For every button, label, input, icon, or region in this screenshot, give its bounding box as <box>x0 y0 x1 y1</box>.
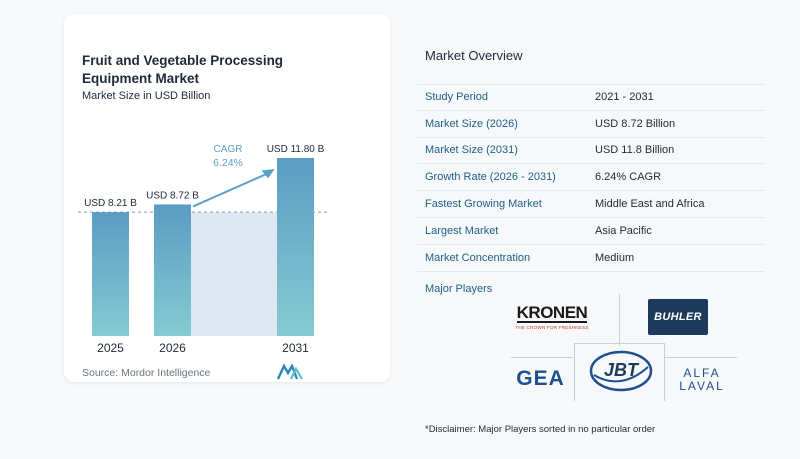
overview-value: Medium <box>595 251 635 264</box>
jbt-logo: JBT <box>582 345 660 397</box>
disclaimer: *Disclaimer: Major Players sorted in no … <box>425 424 656 435</box>
overview-title: Market Overview <box>425 48 523 63</box>
overview-row: Largest Market Asia Pacific <box>417 218 764 245</box>
divider <box>664 343 665 401</box>
players-title: Major Players <box>425 283 493 295</box>
divider <box>574 343 665 344</box>
overview-label: Study Period <box>425 91 488 104</box>
overview-row: Market Size (2031) USD 11.8 Billion <box>417 138 764 165</box>
overview-value: USD 8.72 Billion <box>595 117 676 130</box>
buhler-logo: BUHLER <box>648 299 708 335</box>
alfa-line1: ALFA <box>683 366 721 380</box>
divider <box>619 294 620 346</box>
overview-row: Growth Rate (2026 - 2031) 6.24% CAGR <box>417 164 764 192</box>
divider <box>574 343 575 401</box>
jbt-name: JBT <box>604 360 639 380</box>
alfa-laval-logo: ALFA LAVAL <box>672 364 732 396</box>
overview-row: Study Period 2021 - 2031 <box>417 84 764 111</box>
overview-label: Market Size (2026) <box>425 117 518 130</box>
overview-label: Largest Market <box>425 224 499 237</box>
chart-title: Fruit and Vegetable Processing Equipment… <box>82 53 284 86</box>
overview-row: Market Concentration Medium <box>417 245 764 272</box>
overview-value: 6.24% CAGR <box>595 171 662 184</box>
overview-value: USD 11.8 Billion <box>595 144 675 157</box>
chart-subtitle: Market Size in USD Billion <box>82 90 211 102</box>
gea-logo: GEA <box>513 366 568 392</box>
mordor-logo-icon <box>277 364 303 380</box>
overview-row: Fastest Growing Market Middle East and Af… <box>417 191 764 218</box>
overview-label: Market Concentration <box>425 251 531 264</box>
overview-label: Market Size (2031) <box>425 144 518 157</box>
divider <box>665 357 737 358</box>
overview-label: Growth Rate (2026 - 2031) <box>425 171 556 184</box>
overview-table: Study Period 2021 - 2031 Market Size (2026… <box>417 84 764 272</box>
overview-value: 2021 - 2031 <box>595 91 654 104</box>
alfa-line2: LAVAL <box>679 379 725 393</box>
overview-value: Asia Pacific <box>595 224 652 237</box>
overview-row: Market Size (2026) USD 8.72 Billion <box>417 111 764 138</box>
gea-name: GEA <box>516 367 565 390</box>
kronen-tagline: THE CROWN FOR FRESHNESS <box>515 325 589 330</box>
buhler-name: BUHLER <box>654 311 702 323</box>
kronen-name: KRONEN <box>516 303 588 323</box>
source-note: Source: Mordor Intelligence <box>82 367 211 379</box>
divider <box>511 357 573 358</box>
overview-value: Middle East and Africa <box>595 198 705 211</box>
jbt-emblem-icon <box>589 350 653 392</box>
overview-label: Fastest Growing Market <box>425 198 542 211</box>
kronen-logo: KRONEN THE CROWN FOR FRESHNESS <box>515 298 589 336</box>
